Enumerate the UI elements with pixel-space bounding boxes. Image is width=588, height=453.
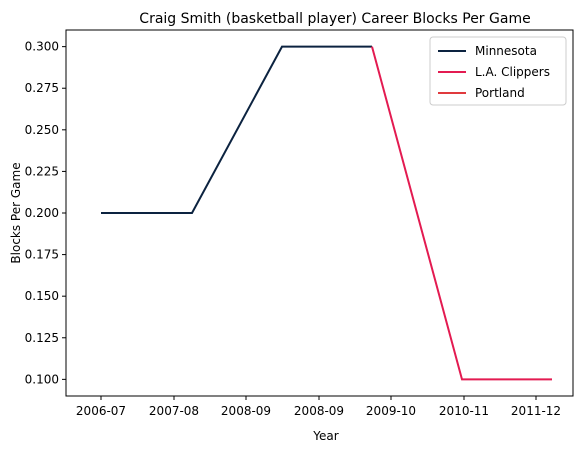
y-tick-label: 0.100 [25,372,59,386]
legend: Minnesota L.A. Clippers Portland [429,36,567,106]
y-tick-label: 0.275 [25,81,59,95]
y-tick-label: 0.300 [25,40,59,54]
y-tick-label: 0.175 [25,248,59,262]
x-tick-label: 2009-10 [366,404,416,418]
x-tick-label: 2010-11 [439,404,489,418]
series-line-0 [101,45,372,214]
chart-title: Craig Smith (basketball player) Career B… [139,11,530,27]
series-layer [101,45,552,381]
legend-label-2: Portland [475,86,525,100]
y-tick-label: 0.250 [25,123,59,137]
y-tick-label: 0.125 [25,331,59,345]
y-axis-label: Blocks Per Game [9,162,23,263]
series-line-1 [371,46,552,381]
x-tick-label: 2007-08 [149,404,199,418]
x-axis: 2006-07 2007-08 2008-09 2008-09 2009-10 2010-… [76,396,561,418]
x-tick-label: 2008-09 [221,404,271,418]
legend-label-0: Minnesota [475,44,537,58]
y-tick-label: 0.200 [25,206,59,220]
legend-label-1: L.A. Clippers [475,65,550,79]
x-tick-label: 2006-07 [76,404,126,418]
legend-box [429,36,567,106]
x-tick-label: 2008-09 [294,404,344,418]
x-tick-label: 2011-12 [511,404,561,418]
x-axis-label: Year [312,429,338,443]
y-tick-label: 0.150 [25,289,59,303]
y-axis: 0.100 0.125 0.150 0.175 0.200 0.225 0.250 0.275… [25,40,66,386]
y-tick-label: 0.225 [25,164,59,178]
